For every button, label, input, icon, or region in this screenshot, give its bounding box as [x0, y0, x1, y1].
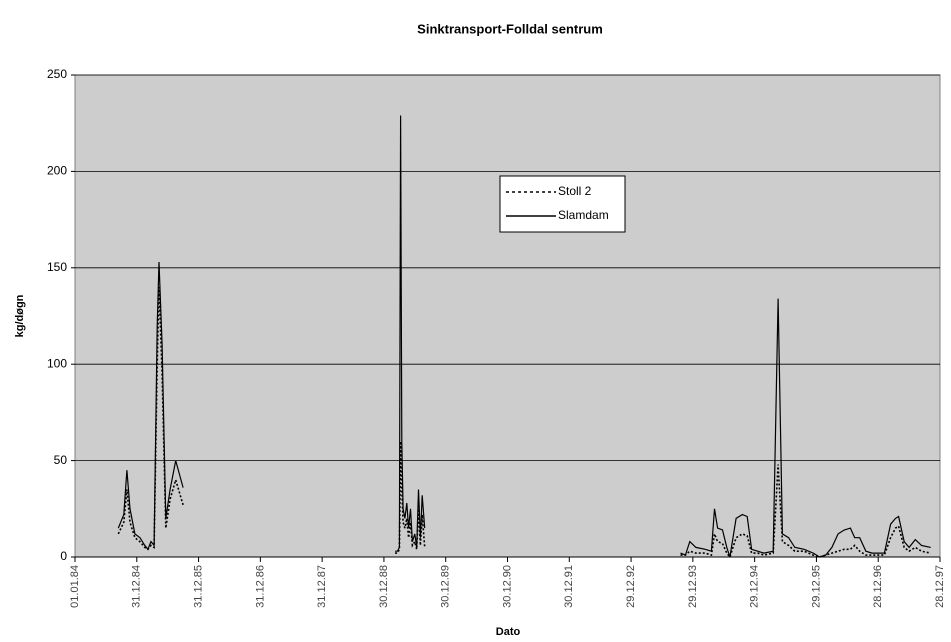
- x-tick-label: 28.12.97: [934, 565, 946, 608]
- x-tick-label: 01.01.84: [69, 565, 81, 608]
- y-tick-label: 150: [47, 260, 67, 274]
- series-line: [117, 115, 931, 558]
- y-tick-label: 50: [54, 453, 68, 467]
- x-tick-label: 29.12.92: [625, 565, 637, 608]
- legend-label: Stoll 2: [558, 184, 592, 198]
- y-tick-label: 100: [47, 356, 67, 370]
- x-axis-label: Dato: [496, 626, 521, 638]
- x-tick-label: 29.12.93: [687, 565, 699, 608]
- x-tick-label: 30.12.88: [378, 565, 390, 608]
- x-tick-label: 30.12.90: [501, 565, 513, 608]
- chart-title: Sinktransport-Folldal sentrum: [417, 21, 603, 36]
- legend-label: Slamdam: [558, 208, 609, 222]
- x-tick-label: 29.12.94: [749, 565, 761, 608]
- x-tick-label: 29.12.95: [810, 565, 822, 608]
- x-tick-label: 28.12.96: [872, 565, 884, 608]
- x-tick-label: 31.12.85: [192, 565, 204, 608]
- x-tick-label: 31.12.87: [316, 565, 328, 608]
- y-tick-label: 0: [60, 549, 67, 563]
- legend-box: [499, 175, 626, 233]
- x-tick-label: 30.12.89: [440, 565, 452, 608]
- y-axis-label: kg/døgn: [14, 294, 26, 337]
- y-tick-label: 200: [47, 164, 67, 178]
- plot-area: [74, 74, 941, 558]
- x-tick-label: 31.12.84: [131, 565, 143, 608]
- y-tick-label: 250: [47, 67, 67, 81]
- x-tick-label: 30.12.91: [563, 565, 575, 608]
- series-line: [117, 287, 931, 559]
- x-tick-label: 31.12.86: [254, 565, 266, 608]
